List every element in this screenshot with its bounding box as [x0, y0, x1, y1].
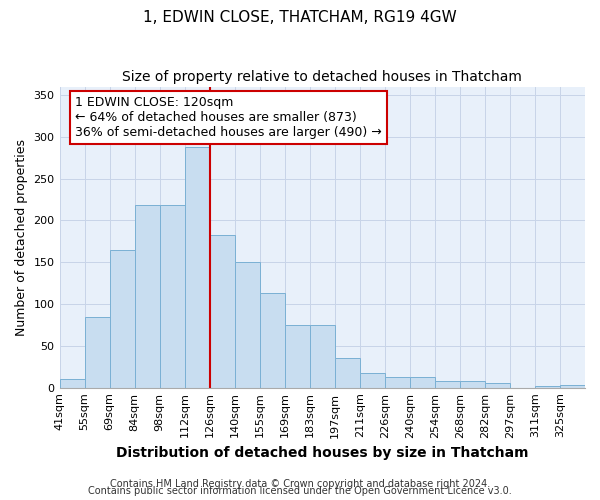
Bar	[485, 384, 510, 388]
Text: 1, EDWIN CLOSE, THATCHAM, RG19 4GW: 1, EDWIN CLOSE, THATCHAM, RG19 4GW	[143, 10, 457, 25]
Bar	[235, 262, 260, 388]
Bar	[385, 377, 410, 388]
Bar	[134, 206, 160, 388]
Bar	[160, 206, 185, 388]
Bar	[185, 147, 209, 388]
Bar	[335, 358, 360, 388]
Title: Size of property relative to detached houses in Thatcham: Size of property relative to detached ho…	[122, 70, 522, 84]
X-axis label: Distribution of detached houses by size in Thatcham: Distribution of detached houses by size …	[116, 446, 529, 460]
Bar	[435, 381, 460, 388]
Bar	[460, 381, 485, 388]
Bar	[110, 250, 134, 388]
Bar	[410, 377, 435, 388]
Text: Contains public sector information licensed under the Open Government Licence v3: Contains public sector information licen…	[88, 486, 512, 496]
Bar	[209, 234, 235, 388]
Bar	[285, 325, 310, 388]
Bar	[85, 318, 110, 388]
Bar	[360, 374, 385, 388]
Text: Contains HM Land Registry data © Crown copyright and database right 2024.: Contains HM Land Registry data © Crown c…	[110, 479, 490, 489]
Bar	[560, 385, 585, 388]
Bar	[310, 325, 335, 388]
Bar	[59, 380, 85, 388]
Bar	[260, 293, 285, 388]
Text: 1 EDWIN CLOSE: 120sqm
← 64% of detached houses are smaller (873)
36% of semi-det: 1 EDWIN CLOSE: 120sqm ← 64% of detached …	[76, 96, 382, 138]
Bar	[535, 386, 560, 388]
Y-axis label: Number of detached properties: Number of detached properties	[15, 138, 28, 336]
